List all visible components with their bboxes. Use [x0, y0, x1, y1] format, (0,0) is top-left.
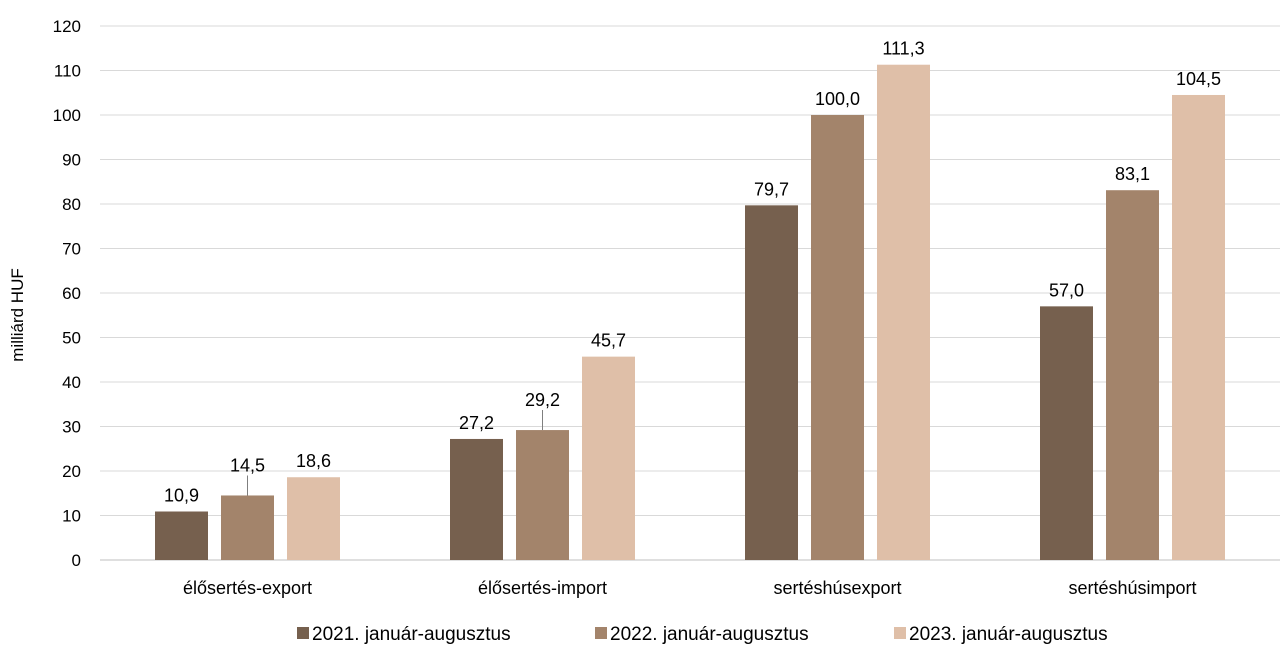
bar: [1040, 306, 1093, 560]
category-label: élősertés-import: [478, 578, 607, 598]
data-label: 79,7: [754, 179, 789, 199]
y-tick-label: 20: [62, 462, 81, 481]
data-label: 29,2: [525, 390, 560, 410]
bar: [745, 205, 798, 560]
legend-swatch: [894, 627, 906, 639]
bar: [877, 64, 930, 560]
bars: [155, 64, 1225, 560]
data-label: 45,7: [591, 331, 626, 351]
data-label: 27,2: [459, 413, 494, 433]
bar: [516, 430, 569, 560]
y-tick-label: 10: [62, 507, 81, 526]
legend: 2021. január-augusztus 2022. január-augus…: [297, 624, 1108, 645]
data-labels: 10,9 14,5 18,6 27,2 29,2 45,7 79,7 100,0 111,3 57…: [164, 39, 1221, 506]
category-label: sertéshúsimport: [1068, 578, 1196, 598]
data-label: 111,3: [882, 39, 924, 59]
legend-swatch: [595, 627, 607, 639]
data-label: 14,5: [230, 455, 265, 475]
data-label: 104,5: [1176, 69, 1221, 89]
category-label: sertéshúsexport: [773, 578, 901, 598]
legend-label: 2021. január-augusztus: [312, 624, 511, 645]
bar: [582, 356, 635, 560]
y-axis-label: milliárd HUF: [8, 268, 27, 362]
legend-label: 2023. január-augusztus: [909, 624, 1108, 645]
data-label: 57,0: [1049, 280, 1084, 300]
bar: [811, 115, 864, 560]
y-tick-label: 70: [62, 240, 81, 259]
category-label: élősertés-export: [183, 578, 312, 598]
y-tick-label: 90: [62, 151, 81, 170]
bar: [450, 438, 503, 560]
y-tick-label: 40: [62, 373, 81, 392]
y-tick-label: 110: [54, 62, 81, 81]
bar: [155, 511, 208, 560]
bar: [1106, 190, 1159, 560]
y-tick-label: 120: [53, 17, 81, 36]
data-label: 10,9: [164, 485, 199, 505]
x-axis-categories: élősertés-export élősertés-import sertéshú…: [183, 578, 1197, 598]
data-label: 18,6: [296, 451, 331, 471]
data-label: 83,1: [1115, 164, 1150, 184]
y-tick-label: 0: [72, 551, 81, 570]
y-tick-label: 50: [62, 329, 81, 348]
y-tick-label: 30: [62, 418, 81, 437]
gridlines: [100, 25, 1280, 561]
bar: [287, 477, 340, 560]
data-label: 100,0: [815, 89, 860, 109]
bar: [221, 495, 274, 560]
y-axis-ticks: 0 10 20 30 40 50 60 70 80 90 100 110 120: [53, 17, 81, 570]
y-tick-label: 100: [53, 106, 81, 125]
y-tick-label: 80: [62, 195, 81, 214]
legend-swatch: [297, 627, 309, 639]
bar: [1172, 94, 1225, 560]
y-tick-label: 60: [62, 284, 81, 303]
legend-label: 2022. január-augusztus: [610, 624, 809, 645]
